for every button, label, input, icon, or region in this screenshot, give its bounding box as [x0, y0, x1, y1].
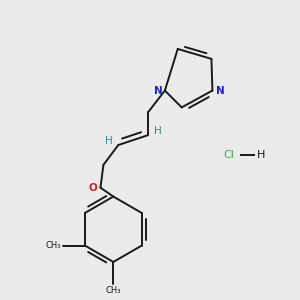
Text: H: H	[104, 136, 112, 146]
Text: O: O	[88, 183, 97, 193]
Text: CH₃: CH₃	[106, 286, 121, 295]
Text: CH₃: CH₃	[46, 241, 61, 250]
Text: N: N	[216, 85, 225, 96]
Text: N: N	[154, 85, 162, 96]
Text: Cl: Cl	[224, 150, 235, 160]
Text: H: H	[257, 150, 265, 160]
Text: H: H	[154, 126, 162, 136]
